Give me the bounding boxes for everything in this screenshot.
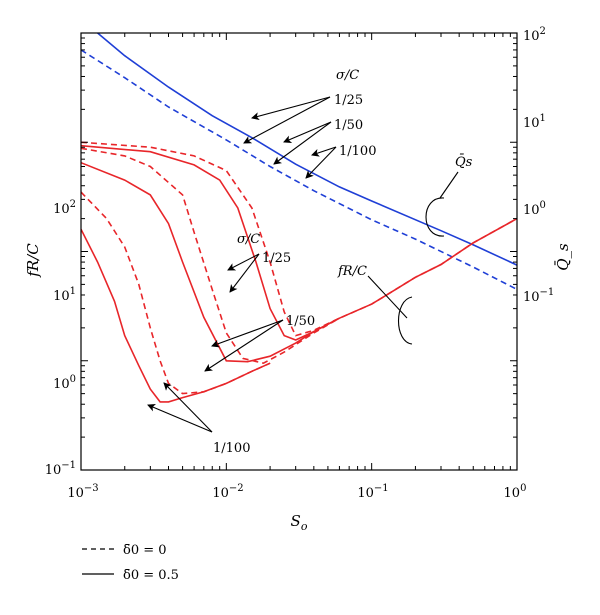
plot-frame (80, 32, 518, 471)
series-fRC-1-100-dashed (81, 191, 271, 395)
arrow-frc-1-25-b (229, 253, 260, 293)
y-left-tick-label: 100 (53, 374, 76, 392)
qs-label-1-25: 1/25 (334, 93, 363, 108)
qs-group-bracket (425, 197, 445, 237)
series-fRC-1-50-dashed (81, 147, 340, 365)
frc-group-bracket (398, 296, 413, 345)
x-tick-label: 10−2 (212, 483, 243, 501)
arrow-qs-1-50-b (273, 121, 332, 165)
arrow-qs-1-25-a (251, 96, 331, 121)
leader-arrows (147, 96, 459, 433)
y-right-tick-label: 101 (523, 113, 546, 131)
y-right-tick-label: 100 (523, 200, 546, 218)
arrow-frc-1-50-b (204, 319, 284, 372)
legend-solid-label: δ̄0 = 0.5 (123, 568, 179, 583)
qs-label-1-100: 1/100 (339, 144, 376, 159)
arrow-qs-1-50-a (283, 121, 332, 143)
x-tick-label: 10−1 (357, 483, 388, 501)
x-tick-labels: 10−3 10−2 10−1 100 (67, 483, 526, 501)
series-fRC-1-50-solid (81, 161, 340, 363)
y-right-tick-labels: 10−1 100 101 102 (523, 26, 554, 305)
arrow-frc-1-100-a (163, 382, 213, 433)
arrow-qs-1-100-b (305, 146, 337, 179)
frc-label-1-50: 1/50 (286, 314, 315, 329)
frc-group-label: fR/C (337, 264, 367, 279)
y-right-axis-label: Q̄_s (554, 243, 572, 271)
qs-group-leader (439, 171, 459, 199)
x-tick-label: 10−3 (67, 483, 98, 501)
qs-sigma-label: σ/C (336, 68, 359, 83)
arrow-frc-1-100-b (147, 404, 213, 433)
arrow-qs-1-25-b (243, 96, 331, 144)
y-left-tick-labels: 10−1 100 101 102 (45, 199, 76, 478)
qs-label-1-50: 1/50 (334, 118, 363, 133)
series-fRC-1-100-solid (81, 228, 271, 403)
y-right-tick-label: 10−1 (523, 287, 554, 305)
tick-marks (80, 32, 518, 471)
y-left-tick-label: 102 (53, 199, 76, 217)
series-Qs-1-25-dashed (81, 49, 517, 291)
frc-label-1-25: 1/25 (262, 251, 291, 266)
y-left-axis-label: fR/C (24, 243, 42, 278)
series-fRC-1-25-dashed (81, 141, 517, 337)
frc-sigma-label: σ/C (237, 232, 260, 247)
y-left-tick-label: 10−1 (45, 460, 76, 478)
qs-group-label: Q̄s (455, 154, 473, 170)
series-layer (81, 33, 517, 403)
x-tick-label: 100 (504, 483, 527, 501)
series-Qs-1-25-solid (97, 33, 517, 266)
arrow-frc-1-25-a (227, 253, 260, 271)
y-right-tick-label: 102 (523, 26, 546, 44)
y-left-tick-label: 101 (53, 286, 76, 304)
legend: δ̄0 = 0 δ̄0 = 0.5 (82, 543, 179, 583)
qs-annotations: σ/C 1/25 1/50 1/100 Q̄s (334, 68, 473, 170)
frc-group-leader (367, 275, 408, 319)
legend-dashed-label: δ̄0 = 0 (123, 543, 167, 558)
frc-label-1-100: 1/100 (213, 441, 250, 456)
arrow-frc-1-50-a (211, 319, 284, 348)
series-fRC-1-25-solid (81, 144, 517, 341)
arrow-qs-1-100-a (311, 146, 337, 157)
x-axis-label: So (291, 512, 308, 533)
frc-annotations: σ/C 1/25 1/50 1/100 fR/C (213, 232, 367, 456)
